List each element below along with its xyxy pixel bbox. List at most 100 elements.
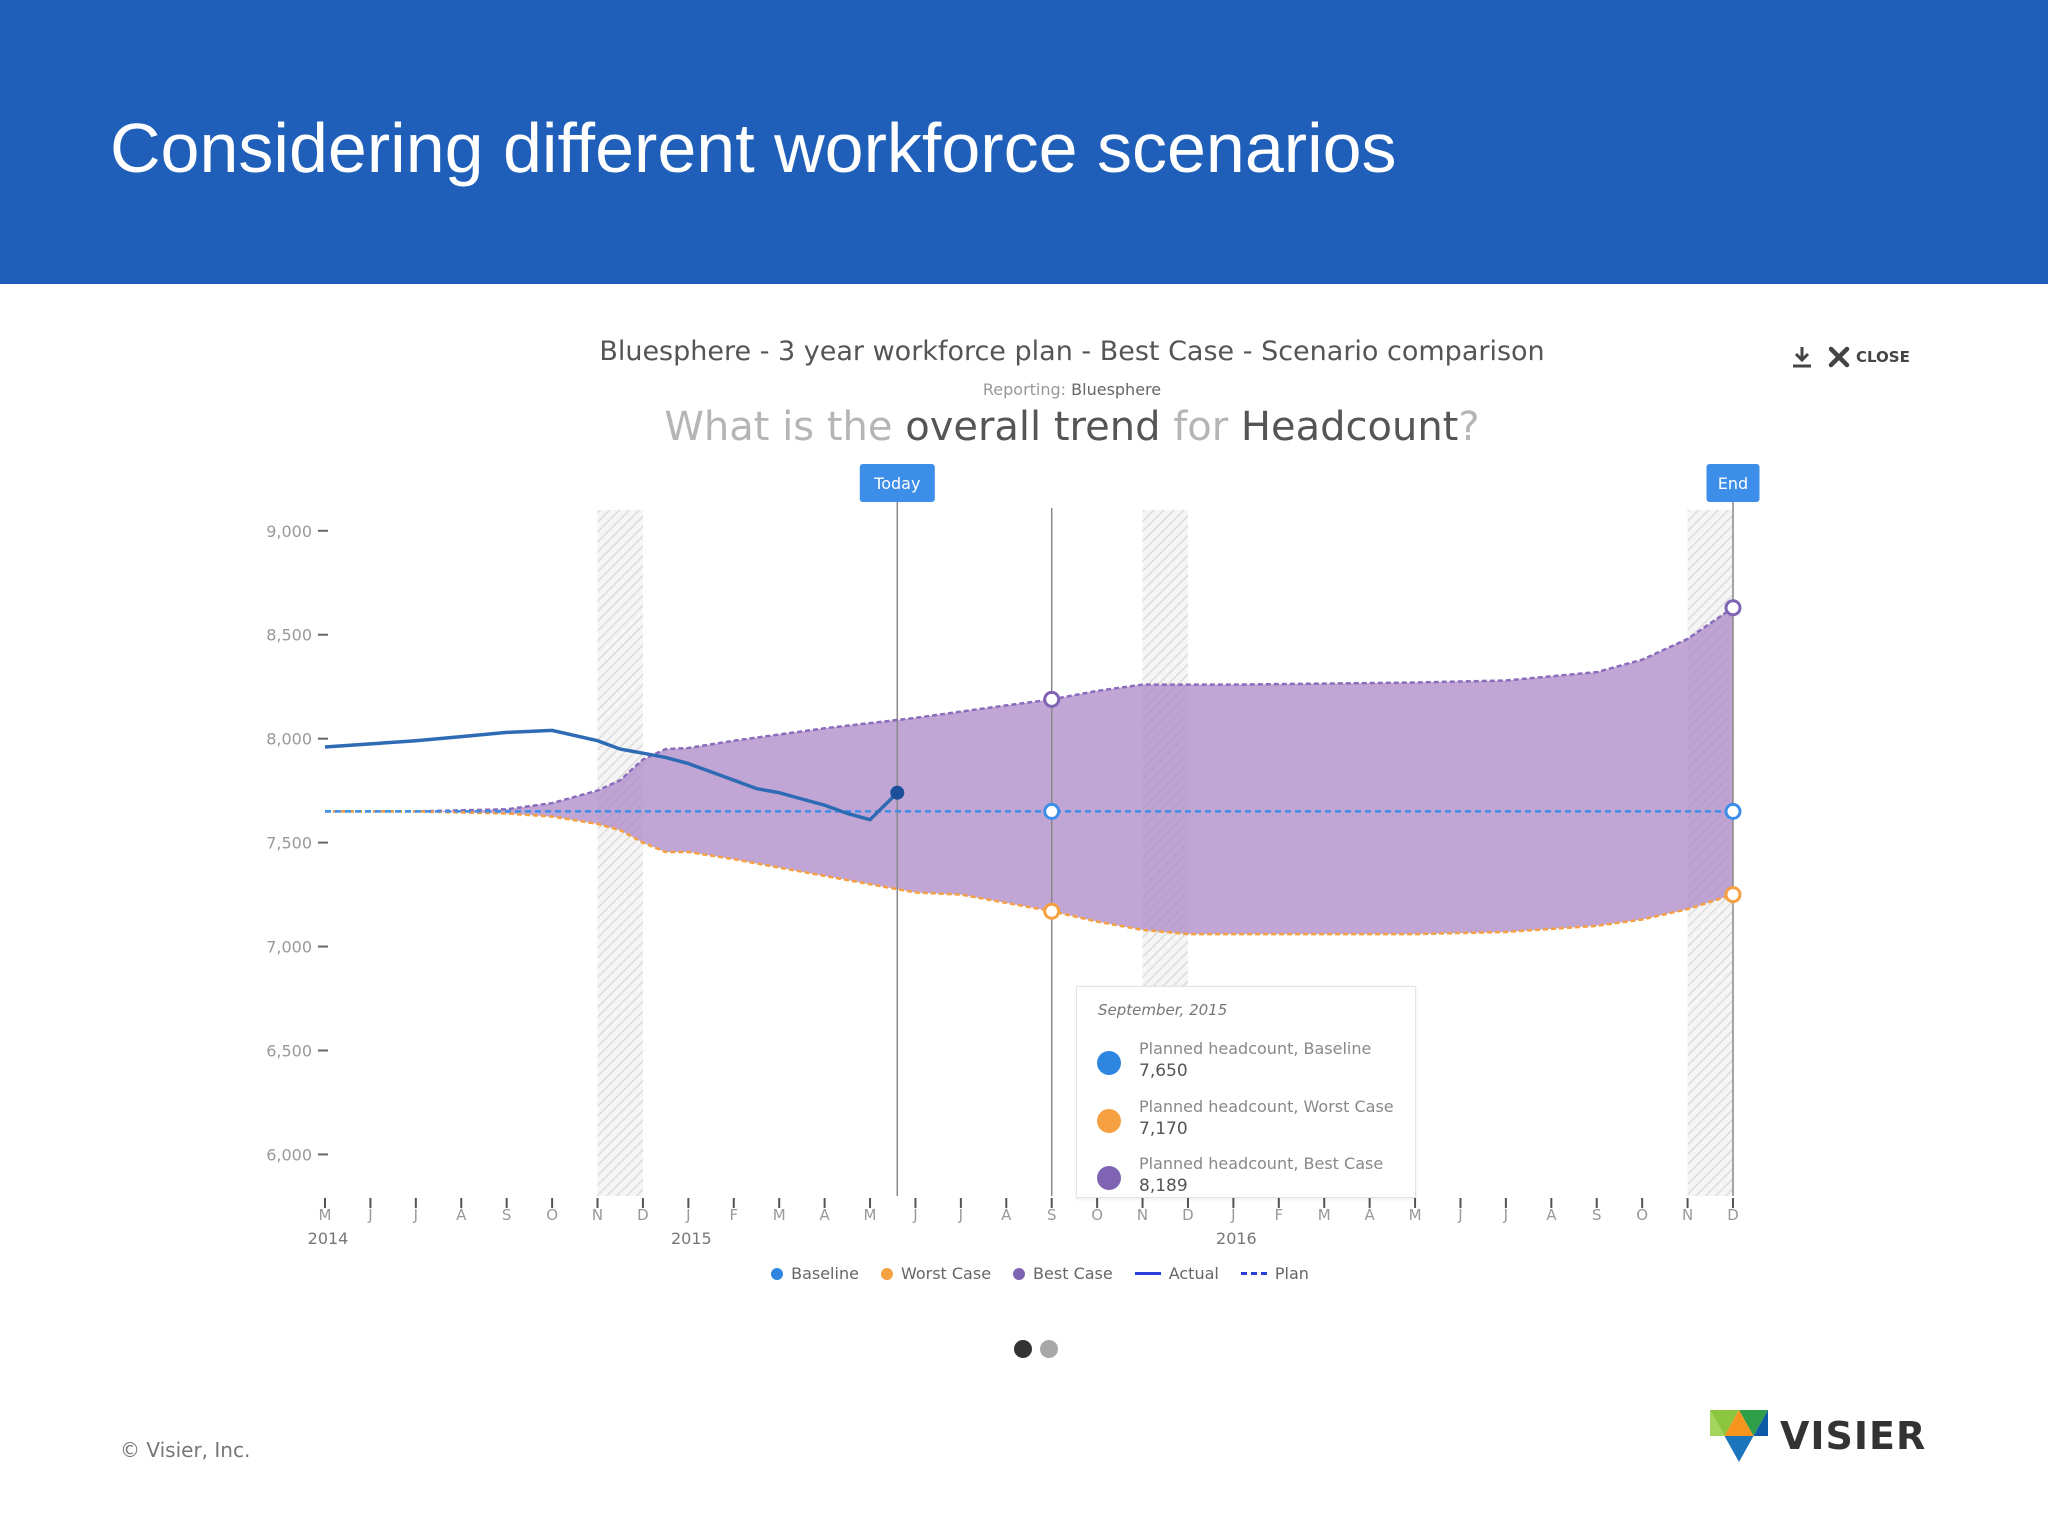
close-button[interactable]: CLOSE bbox=[1828, 346, 1910, 368]
close-label: CLOSE bbox=[1856, 348, 1910, 366]
legend-label: Best Case bbox=[1033, 1264, 1113, 1283]
visier-logo: VISIER bbox=[1710, 1410, 1926, 1462]
x-tick-label: F bbox=[729, 1206, 738, 1224]
x-tick-label: S bbox=[502, 1206, 512, 1224]
legend-label: Worst Case bbox=[900, 1264, 992, 1283]
tooltip-value: 7,650 bbox=[1139, 1061, 1188, 1081]
x-tick-label: M bbox=[1318, 1206, 1331, 1224]
visier-logo-mark bbox=[1710, 1410, 1768, 1462]
data-point bbox=[1724, 886, 1742, 904]
y-tick-label: 8,500 bbox=[266, 626, 312, 645]
data-point bbox=[1043, 902, 1061, 920]
year-label: 2016 bbox=[1216, 1229, 1257, 1248]
x-tick-label: S bbox=[1592, 1206, 1602, 1224]
x-tick-label: A bbox=[1001, 1206, 1012, 1224]
tooltip-label: Planned headcount, Baseline bbox=[1139, 1039, 1372, 1058]
best-case-line bbox=[325, 606, 1734, 813]
x-tick-label: D bbox=[1182, 1206, 1194, 1224]
y-tick-label: 6,000 bbox=[266, 1145, 312, 1164]
marker-label: Today bbox=[873, 474, 920, 493]
data-tooltip: September, 2015 Planned headcount, Basel… bbox=[1076, 986, 1416, 1198]
data-point bbox=[1724, 599, 1742, 617]
legend-item-plan[interactable]: Plan bbox=[1240, 1264, 1309, 1283]
x-tick-label: J bbox=[1457, 1206, 1462, 1224]
headcount-chart: 6,000 6,500 7,000 7,500 8,000 8,500 9,000 M J J A… bbox=[266, 464, 1760, 1248]
x-tick-label: A bbox=[456, 1206, 467, 1224]
x-tick-label: M bbox=[864, 1206, 877, 1224]
legend-swatch bbox=[880, 1267, 893, 1280]
y-tick-label: 7,500 bbox=[266, 834, 312, 853]
marker-badge bbox=[1706, 464, 1760, 502]
pager-dot-1[interactable] bbox=[1014, 1340, 1032, 1358]
x-tick-label: A bbox=[1546, 1206, 1557, 1224]
legend-item-worst-case[interactable]: Worst Case bbox=[880, 1264, 992, 1283]
data-point bbox=[1043, 690, 1061, 708]
x-tick-label: J bbox=[685, 1206, 690, 1224]
y-tick-label: 8,000 bbox=[266, 730, 312, 749]
x-tick-label: J bbox=[958, 1206, 963, 1224]
x-tick-label: J bbox=[1230, 1206, 1235, 1224]
legend-swatch bbox=[1013, 1267, 1026, 1280]
x-tick-label: O bbox=[546, 1206, 558, 1224]
legend-swatch bbox=[771, 1267, 784, 1280]
close-icon bbox=[1828, 346, 1850, 368]
legend-label: Actual bbox=[1168, 1264, 1219, 1283]
copyright: © Visier, Inc. bbox=[120, 1438, 251, 1462]
x-tick-label: F bbox=[1274, 1206, 1283, 1224]
y-tick-label: 9,000 bbox=[266, 522, 312, 541]
legend-item-best-case[interactable]: Best Case bbox=[1013, 1264, 1113, 1283]
tooltip-value: 7,170 bbox=[1139, 1119, 1188, 1139]
x-tick-label: A bbox=[819, 1206, 830, 1224]
legend-swatch bbox=[1134, 1272, 1161, 1275]
legend-label: Baseline bbox=[791, 1264, 859, 1283]
slide-pager bbox=[1014, 1340, 1058, 1358]
slide-title: Considering different workforce scenario… bbox=[110, 109, 1397, 187]
x-tick-label: N bbox=[1682, 1206, 1693, 1224]
chart-question: What is the overall trend for Headcount? bbox=[0, 404, 2048, 450]
x-tick-label: O bbox=[1091, 1206, 1103, 1224]
hatched-band bbox=[597, 510, 643, 1196]
question-part-2: overall trend bbox=[905, 404, 1161, 450]
actual-line bbox=[324, 728, 899, 822]
x-tick-label: J bbox=[912, 1206, 917, 1224]
question-part-5: ? bbox=[1458, 404, 1480, 450]
x-tick-label: D bbox=[1727, 1206, 1739, 1224]
marker-label: End bbox=[1718, 474, 1748, 493]
legend-item-baseline[interactable]: Baseline bbox=[771, 1264, 859, 1283]
question-part-3: for bbox=[1160, 404, 1241, 450]
x-tick-label: N bbox=[1137, 1206, 1148, 1224]
reporting-value: Bluesphere bbox=[1071, 380, 1162, 399]
worst-case-line bbox=[325, 810, 1734, 936]
baseline-dot bbox=[1097, 1051, 1121, 1075]
x-tick-label: M bbox=[319, 1206, 332, 1224]
x-tick-label: A bbox=[1365, 1206, 1376, 1224]
actual-endpoint bbox=[890, 785, 905, 800]
data-point bbox=[1043, 802, 1061, 820]
download-button[interactable] bbox=[1788, 343, 1816, 371]
title-banner: Considering different workforce scenario… bbox=[0, 0, 2048, 284]
best-case-dot bbox=[1097, 1166, 1121, 1190]
tooltip-label: Planned headcount, Best Case bbox=[1139, 1154, 1384, 1173]
legend-item-actual[interactable]: Actual bbox=[1134, 1264, 1219, 1283]
x-tick-label: N bbox=[592, 1206, 603, 1224]
x-tick-label: M bbox=[1409, 1206, 1422, 1224]
x-tick-label: J bbox=[367, 1206, 372, 1224]
reporting-label: Reporting: bbox=[982, 380, 1067, 399]
tooltip-date: September, 2015 bbox=[1098, 1001, 1228, 1019]
question-part-1: What is the bbox=[664, 404, 906, 450]
x-tick-label: D bbox=[637, 1206, 649, 1224]
data-point bbox=[1724, 802, 1742, 820]
x-tick-label: S bbox=[1047, 1206, 1057, 1224]
x-tick-label: J bbox=[1503, 1206, 1508, 1224]
x-tick-label: J bbox=[413, 1206, 418, 1224]
y-tick-label: 6,500 bbox=[266, 1041, 312, 1060]
x-tick-label: M bbox=[773, 1206, 786, 1224]
legend-swatch bbox=[1240, 1272, 1267, 1275]
chart-toolbar: CLOSE bbox=[1788, 340, 1910, 374]
year-label: 2014 bbox=[308, 1229, 349, 1248]
legend-label: Plan bbox=[1274, 1264, 1309, 1283]
pager-dot-2[interactable] bbox=[1040, 1340, 1058, 1358]
x-tick-label: O bbox=[1636, 1206, 1648, 1224]
logo-text: VISIER bbox=[1780, 1414, 1927, 1458]
tooltip-value: 8,189 bbox=[1139, 1176, 1188, 1196]
